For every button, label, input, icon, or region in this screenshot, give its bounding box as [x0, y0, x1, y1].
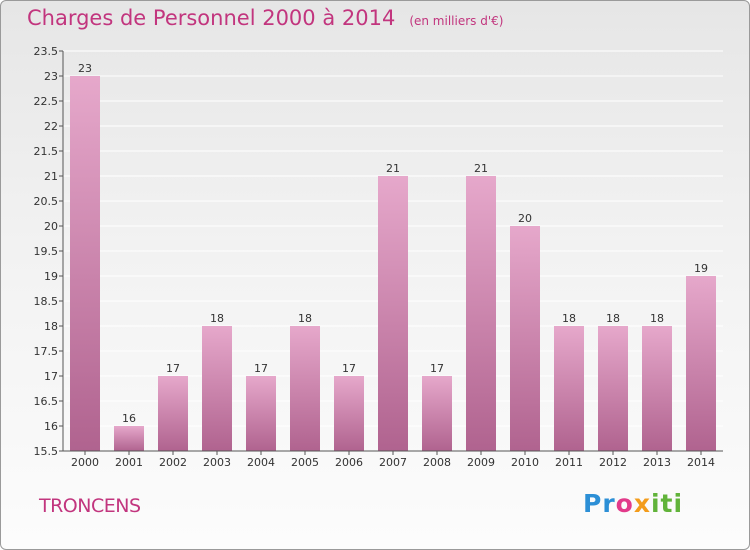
bar	[554, 326, 584, 451]
bar	[70, 76, 100, 451]
data-label: 18	[562, 312, 576, 325]
bar	[686, 276, 716, 451]
x-tick-label: 2007	[379, 456, 407, 469]
logo-part: Pr	[583, 489, 616, 518]
y-tick-label: 20.5	[34, 195, 59, 208]
y-tick-label: 20	[44, 220, 58, 233]
bar	[158, 376, 188, 451]
y-tick-label: 22.5	[34, 95, 59, 108]
x-tick-label: 2000	[71, 456, 99, 469]
x-tick-label: 2005	[291, 456, 319, 469]
data-label: 21	[386, 162, 400, 175]
y-tick-label: 17.5	[34, 345, 59, 358]
y-tick-label: 18.5	[34, 295, 59, 308]
x-tick-label: 2011	[555, 456, 583, 469]
y-tick-label: 16	[44, 420, 58, 433]
x-tick-label: 2006	[335, 456, 363, 469]
chart-title: Charges de Personnel 2000 à 2014	[27, 6, 396, 30]
data-label: 18	[606, 312, 620, 325]
x-tick-label: 2001	[115, 456, 143, 469]
logo-part: iti	[650, 489, 684, 518]
bar	[642, 326, 672, 451]
bar	[510, 226, 540, 451]
bar	[114, 426, 144, 451]
x-tick-label: 2013	[643, 456, 671, 469]
y-tick-label: 19.5	[34, 245, 59, 258]
logo-part: o	[615, 489, 634, 518]
data-label: 16	[122, 412, 136, 425]
commune-name: TRONCENS	[39, 495, 141, 517]
logo-part: x	[633, 489, 651, 518]
x-tick-label: 2010	[511, 456, 539, 469]
bar	[246, 376, 276, 451]
x-tick-label: 2014	[687, 456, 715, 469]
data-label: 17	[166, 362, 180, 375]
y-tick-label: 23.5	[34, 45, 59, 58]
data-label: 18	[650, 312, 664, 325]
y-tick-label: 23	[44, 70, 58, 83]
bar	[202, 326, 232, 451]
data-label: 20	[518, 212, 532, 225]
x-tick-label: 2008	[423, 456, 451, 469]
chart-unit: (en milliers d'€)	[409, 14, 504, 28]
y-tick-label: 15.5	[34, 445, 59, 458]
x-tick-label: 2004	[247, 456, 275, 469]
data-label: 17	[430, 362, 444, 375]
data-label: 18	[298, 312, 312, 325]
data-label: 17	[342, 362, 356, 375]
y-tick-label: 17	[44, 370, 58, 383]
x-tick-label: 2003	[203, 456, 231, 469]
proxiti-logo: Proxiti	[583, 489, 683, 518]
y-tick-label: 21	[44, 170, 58, 183]
y-tick-label: 21.5	[34, 145, 59, 158]
chart-header: Charges de Personnel 2000 à 2014 (en mill…	[27, 6, 503, 30]
data-label: 19	[694, 262, 708, 275]
bar	[598, 326, 628, 451]
data-label: 18	[210, 312, 224, 325]
bar	[334, 376, 364, 451]
y-tick-label: 18	[44, 320, 58, 333]
y-tick-label: 22	[44, 120, 58, 133]
bar	[378, 176, 408, 451]
y-tick-label: 19	[44, 270, 58, 283]
data-label: 21	[474, 162, 488, 175]
x-tick-label: 2009	[467, 456, 495, 469]
x-tick-label: 2002	[159, 456, 187, 469]
data-label: 17	[254, 362, 268, 375]
y-tick-label: 16.5	[34, 395, 59, 408]
bars: 23 16 17 18 17 18 17 21 17 21 20 18 18 18 19	[70, 62, 716, 451]
bar	[422, 376, 452, 451]
data-label: 23	[78, 62, 92, 75]
bar	[466, 176, 496, 451]
x-tick-label: 2012	[599, 456, 627, 469]
bar	[290, 326, 320, 451]
axes: 15.5 16 16.5 17 17.5 18 18.5 19 19.5 20 20.5 21 21.5…	[34, 45, 723, 469]
